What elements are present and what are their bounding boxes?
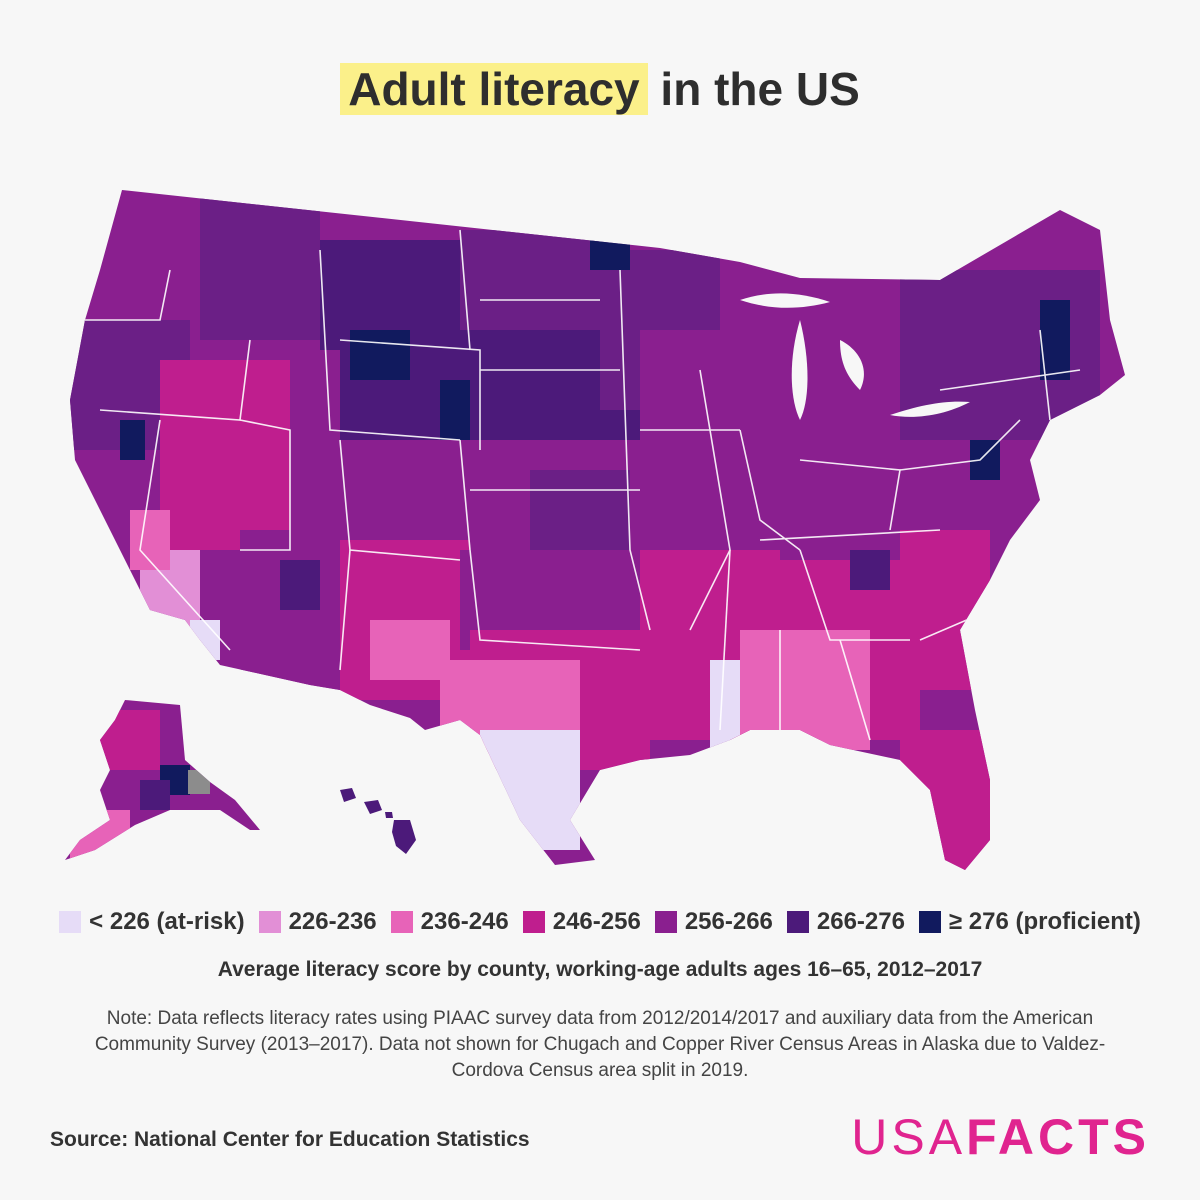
legend-label: 236-246 (420, 908, 509, 935)
legend-swatch (390, 911, 413, 933)
title-highlight: Adult literacy (340, 63, 648, 115)
legend-label: ≥ 276 (proficient) (948, 908, 1141, 935)
legend-item: 236-246 (390, 908, 509, 936)
alaska (65, 700, 260, 860)
legend-label: 226-236 (288, 908, 377, 935)
usafacts-logo: USAFACTS (851, 1108, 1150, 1166)
legend-swatch (522, 911, 545, 933)
legend-label: 266-276 (816, 908, 905, 935)
title-rest: in the US (647, 63, 860, 115)
logo-part-facts: FACTS (966, 1109, 1150, 1165)
legend-label: 256-266 (684, 908, 773, 935)
legend-item: 266-276 (786, 908, 905, 936)
us-county-literacy-map (65, 190, 1125, 870)
logo-part-usa: USA (851, 1109, 967, 1165)
legend-swatch (258, 911, 281, 933)
great-lakes (740, 293, 970, 420)
legend-swatch (654, 911, 677, 933)
legend-swatch (59, 911, 82, 933)
legend-item: ≥ 276 (proficient) (918, 908, 1141, 936)
legend-swatch (918, 911, 941, 933)
legend-label: 246-256 (552, 908, 641, 935)
page-title: Adult literacy in the US (0, 62, 1200, 116)
legend-item: 246-256 (522, 908, 641, 936)
map-subtitle: Average literacy score by county, workin… (217, 958, 983, 981)
data-note: Note: Data reflects literacy rates using… (94, 1008, 1106, 1081)
legend-item: 256-266 (654, 908, 773, 936)
legend-label: < 226 (at-risk) (89, 908, 245, 935)
legend-item: 226-236 (258, 908, 377, 936)
legend: < 226 (at-risk) 226-236 236-246 246-256 256-… (0, 908, 1200, 936)
legend-swatch (786, 911, 809, 933)
source-text: Source: National Center for Education St… (50, 1128, 530, 1151)
legend-item: < 226 (at-risk) (59, 908, 245, 936)
hawaii (340, 788, 416, 854)
no-data-area (188, 770, 210, 794)
